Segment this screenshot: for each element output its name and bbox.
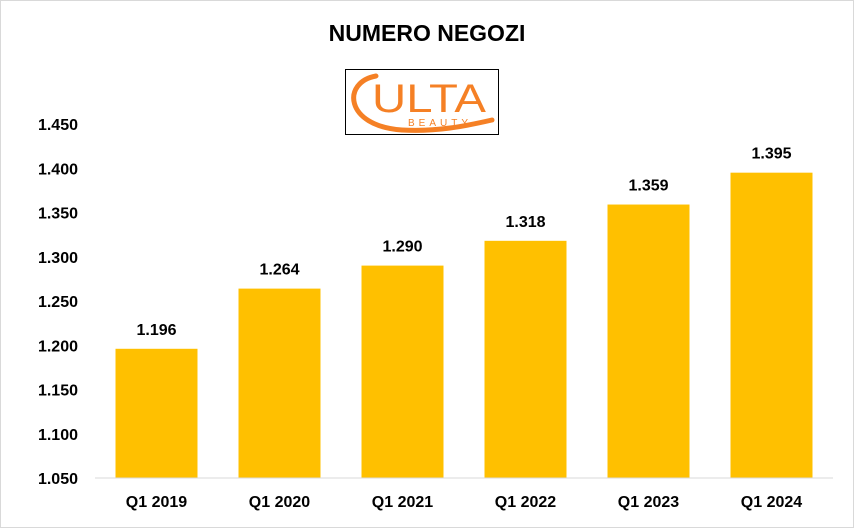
- logo-sub-text: BEAUTY: [408, 118, 472, 129]
- y-tick-label: 1.100: [38, 427, 78, 444]
- data-label: 1.264: [259, 262, 299, 279]
- x-tick-label: Q1 2023: [618, 494, 679, 511]
- x-tick-label: Q1 2024: [741, 494, 802, 511]
- y-tick-label: 1.400: [38, 161, 78, 178]
- y-axis: 1.050 1.100 1.150 1.200 1.250 1.300 1.350 1.400…: [38, 117, 78, 488]
- y-tick-label: 1.450: [38, 117, 78, 134]
- y-tick-label: 1.250: [38, 294, 78, 311]
- x-axis: Q1 2019 Q1 2020 Q1 2021 Q1 2022 Q1 2023 Q1 20…: [95, 477, 833, 511]
- chart-title: NUMERO NEGOZI: [328, 20, 526, 46]
- logo-brand-text: ULTA: [372, 77, 486, 121]
- x-tick-label: Q1 2020: [249, 494, 310, 511]
- y-tick-label: 1.050: [38, 471, 78, 488]
- y-tick-label: 1.350: [38, 206, 78, 223]
- bar: [115, 348, 198, 478]
- data-label: 1.318: [505, 214, 545, 231]
- y-tick-label: 1.200: [38, 338, 78, 355]
- bar: [484, 240, 567, 478]
- bar: [730, 172, 813, 479]
- x-tick-label: Q1 2019: [126, 494, 187, 511]
- data-label: 1.395: [751, 146, 791, 163]
- bar: [238, 288, 321, 478]
- y-tick-label: 1.300: [38, 250, 78, 267]
- bar: [361, 265, 444, 478]
- data-label: 1.196: [136, 322, 176, 339]
- x-tick-label: Q1 2021: [372, 494, 433, 511]
- x-tick-label: Q1 2022: [495, 494, 556, 511]
- data-label: 1.290: [382, 239, 422, 256]
- data-label: 1.359: [628, 178, 668, 195]
- logo-swoosh: [351, 73, 495, 133]
- ulta-beauty-logo: ULTA BEAUTY: [345, 69, 499, 135]
- bar: [607, 204, 690, 478]
- bars: 1.196 1.264 1.290 1.318 1.359 1.395: [115, 146, 813, 479]
- y-tick-label: 1.150: [38, 383, 78, 400]
